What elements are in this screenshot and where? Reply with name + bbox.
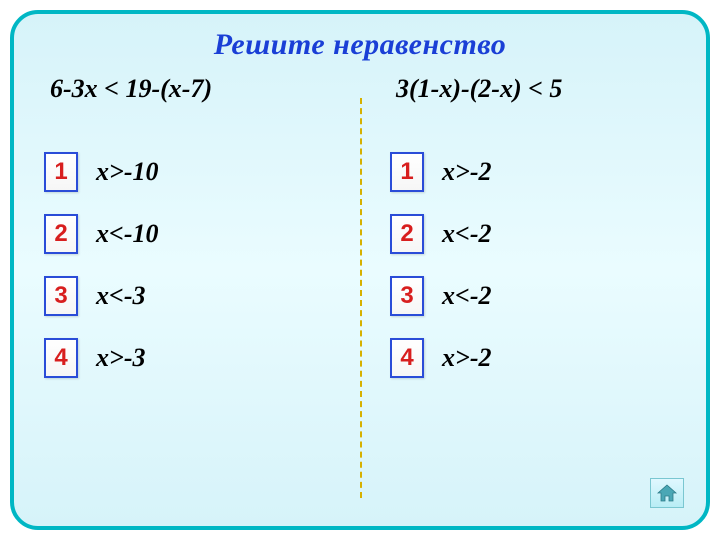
option-answer: x>-10: [96, 157, 158, 187]
option-answer: x>-2: [442, 157, 491, 187]
option-answer: x<-2: [442, 219, 491, 249]
option-answer: x>-3: [96, 343, 145, 373]
option-answer: x<-2: [442, 281, 491, 311]
option-answer: x<-10: [96, 219, 158, 249]
home-icon: [656, 483, 678, 503]
left-problem: 6-3x < 19-(x-7): [44, 74, 360, 104]
option-button-1[interactable]: 1: [390, 152, 424, 192]
option-button-4[interactable]: 4: [44, 338, 78, 378]
left-option-1: 1 x>-10: [44, 152, 360, 192]
column-divider: [360, 98, 362, 498]
slide-frame: Решите неравенство 6-3x < 19-(x-7) 1 x>-…: [10, 10, 710, 530]
right-option-2: 2 x<-2: [390, 214, 706, 254]
option-answer: x<-3: [96, 281, 145, 311]
option-button-1[interactable]: 1: [44, 152, 78, 192]
right-option-1: 1 x>-2: [390, 152, 706, 192]
left-option-4: 4 x>-3: [44, 338, 360, 378]
right-problem: 3(1-x)-(2-x) < 5: [390, 74, 706, 104]
problems-container: 6-3x < 19-(x-7) 1 x>-10 2 x<-10 3 x<-3 4…: [14, 68, 706, 488]
left-option-3: 3 x<-3: [44, 276, 360, 316]
option-button-2[interactable]: 2: [44, 214, 78, 254]
right-column: 3(1-x)-(2-x) < 5 1 x>-2 2 x<-2 3 x<-2 4 …: [360, 68, 706, 488]
right-option-4: 4 x>-2: [390, 338, 706, 378]
option-button-2[interactable]: 2: [390, 214, 424, 254]
right-option-3: 3 x<-2: [390, 276, 706, 316]
home-button[interactable]: [650, 478, 684, 508]
left-column: 6-3x < 19-(x-7) 1 x>-10 2 x<-10 3 x<-3 4…: [14, 68, 360, 488]
option-button-4[interactable]: 4: [390, 338, 424, 378]
left-option-2: 2 x<-10: [44, 214, 360, 254]
slide-title: Решите неравенство: [14, 28, 706, 62]
option-button-3[interactable]: 3: [44, 276, 78, 316]
option-answer: x>-2: [442, 343, 491, 373]
option-button-3[interactable]: 3: [390, 276, 424, 316]
